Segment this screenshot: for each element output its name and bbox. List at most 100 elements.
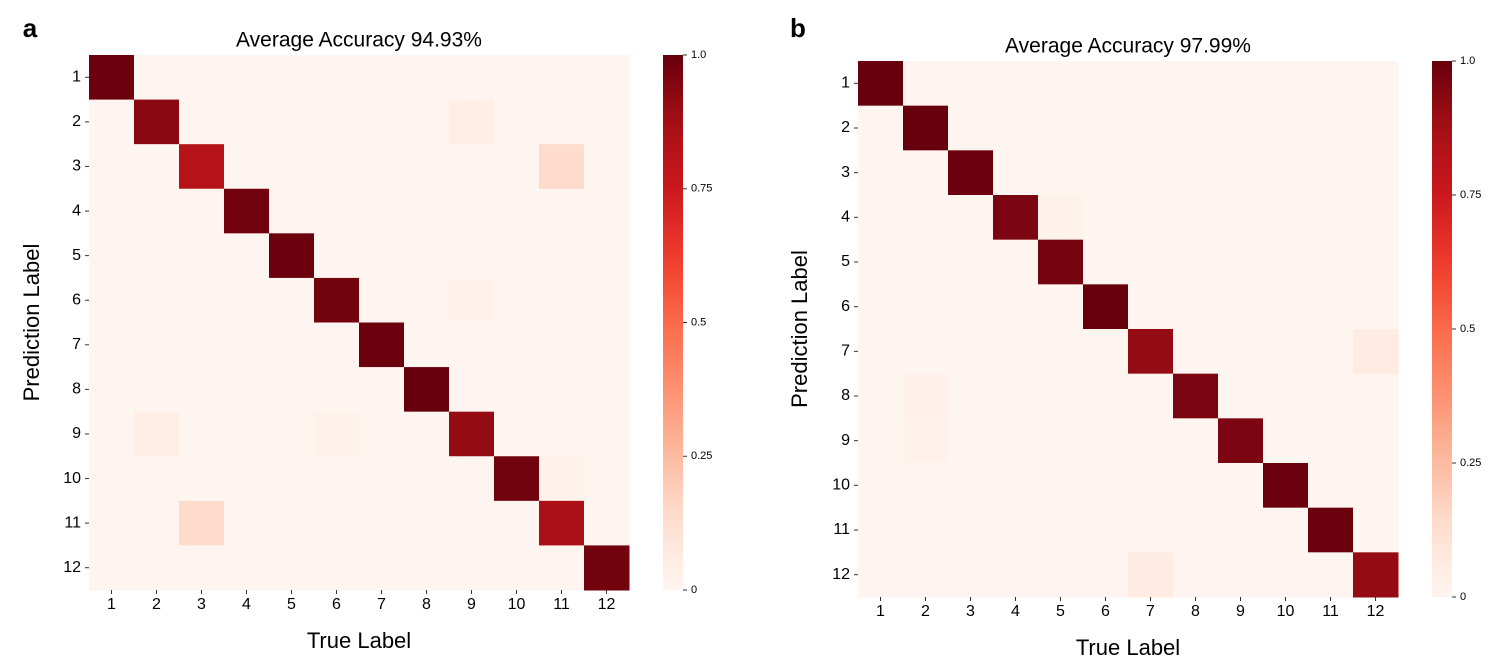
heatmap-cell [948,150,994,196]
heatmap-cell [359,55,405,101]
x-tick-label: 11 [553,596,570,613]
heatmap-cell [1083,329,1129,375]
heatmap-cell [858,284,904,330]
y-tick-label: 4 [841,209,850,226]
heatmap-cell [134,99,180,145]
y-tick-label: 6 [72,291,81,308]
heatmap-cell [1083,284,1129,330]
heatmap-cell [134,367,180,413]
heatmap-cell [858,507,904,553]
heatmap-cell [269,456,315,502]
heatmap-cell [1128,552,1174,598]
heatmap-cell [314,277,360,323]
heatmap-cell [314,188,360,234]
heatmap-cell [1173,552,1219,598]
heatmap-cell [993,552,1039,598]
heatmap-cell [1218,418,1264,464]
heatmap-cell [494,411,540,457]
heatmap-cell [269,99,315,145]
heatmap-cell [1308,552,1354,598]
heatmap-cell [584,233,630,279]
heatmap-cell [1173,105,1219,151]
heatmap-cell [134,188,180,234]
y-tick-label: 12 [832,566,850,583]
heatmap-cell [1353,239,1399,285]
heatmap-cell [1038,284,1084,330]
heatmap-cell [359,322,405,368]
heatmap-cell [224,233,270,279]
heatmap-cell [948,195,994,241]
heatmap-cell [948,418,994,464]
heatmap-cell [89,188,135,234]
heatmap-cell [903,552,949,598]
heatmap-cell [134,545,180,591]
heatmap-cell [1353,552,1399,598]
heatmap-cell [224,55,270,101]
heatmap-cell [948,239,994,285]
chart-title: Average Accuracy 94.93% [236,29,482,52]
y-axis-label: Prediction Label [787,250,812,408]
y-tick-label: 4 [72,202,81,219]
heatmap-cell [494,545,540,591]
heatmap-cell [1173,507,1219,553]
colorbar-tick-label: 0 [691,584,697,596]
heatmap-cell [494,456,540,502]
heatmap-cell [359,188,405,234]
heatmap-cell [948,552,994,598]
heatmap-cell [89,233,135,279]
heatmap-cell [449,500,495,546]
heatmap-cell [179,545,225,591]
heatmap-cell [1173,239,1219,285]
x-tick-label: 6 [1101,603,1110,620]
heatmap-cell [1218,373,1264,419]
heatmap-cell [1353,329,1399,375]
heatmap-cell [404,545,450,591]
heatmap-cell [224,411,270,457]
heatmap-cell [1038,329,1084,375]
heatmap-cell [314,545,360,591]
x-tick-label: 9 [467,596,476,613]
heatmap-cell [948,329,994,375]
heatmap-cell [539,500,585,546]
heatmap-cell [1263,463,1309,509]
heatmap-cell [134,233,180,279]
heatmap-cell [903,418,949,464]
heatmap-cell [494,500,540,546]
heatmap-cell [539,545,585,591]
heatmap-cell [1083,195,1129,241]
heatmap-cell [1308,195,1354,241]
heatmap-cell [269,188,315,234]
heatmap-cell [449,99,495,145]
heatmap-cell [89,99,135,145]
y-tick-label: 9 [841,432,850,449]
heatmap-cell [1038,195,1084,241]
heatmap-cell [1128,329,1174,375]
heatmap-cell [1263,418,1309,464]
x-tick-label: 8 [1191,603,1200,620]
x-tick-label: 2 [921,603,930,620]
x-tick-label: 9 [1236,603,1245,620]
colorbar [1432,61,1452,597]
x-tick-label: 4 [1011,603,1020,620]
heatmap-cell [1173,284,1219,330]
heatmap-cell [903,284,949,330]
colorbar-tick-label: 0.75 [1460,189,1481,201]
colorbar-tick-label: 0.75 [691,183,712,195]
heatmap-cell [494,55,540,101]
heatmap-cell [993,463,1039,509]
heatmap-cell [224,144,270,190]
heatmap-cell [359,500,405,546]
colorbar-tick-label: 1.0 [691,49,706,61]
x-axis-label: True Label [307,628,411,653]
colorbar-tick-label: 0.25 [1460,457,1481,469]
heatmap-cell [1173,373,1219,419]
heatmap-cell [584,55,630,101]
heatmap-cell [948,61,994,107]
heatmap-cell [858,105,904,151]
heatmap-cell [494,233,540,279]
x-tick-label: 10 [508,596,526,613]
heatmap-cell [993,195,1039,241]
heatmap-cell [584,545,630,591]
heatmap-cell [903,105,949,151]
